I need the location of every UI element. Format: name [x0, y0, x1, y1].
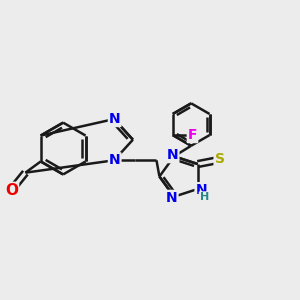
Text: N: N [166, 191, 178, 205]
Text: N: N [109, 153, 121, 167]
Text: N: N [167, 148, 178, 162]
Text: N: N [196, 183, 207, 197]
Text: S: S [214, 152, 225, 166]
Text: N: N [109, 112, 121, 126]
Text: O: O [5, 183, 18, 198]
Text: H: H [200, 192, 209, 202]
Text: F: F [188, 128, 197, 142]
